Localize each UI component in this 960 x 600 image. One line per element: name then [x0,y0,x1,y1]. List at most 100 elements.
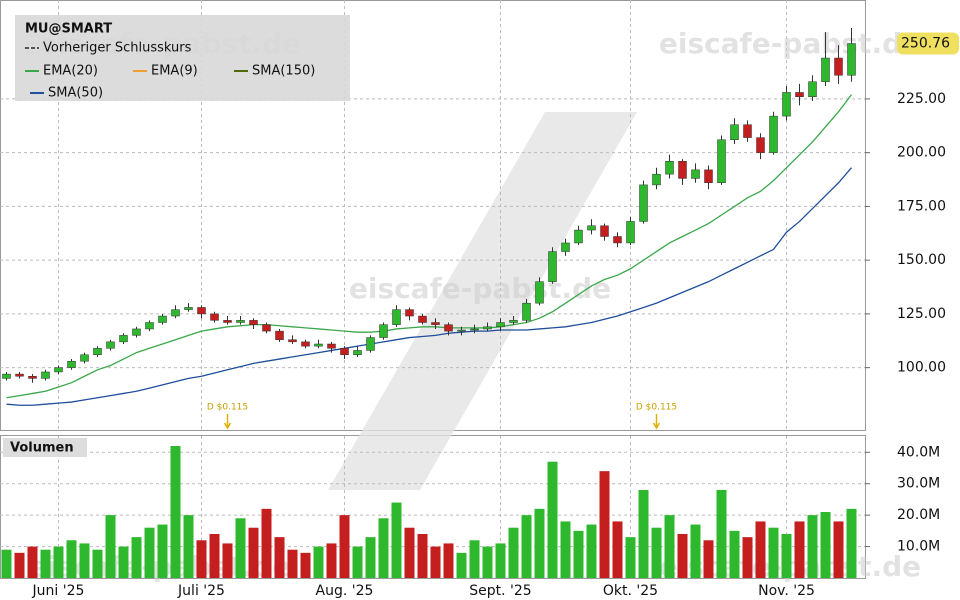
candle-body [665,161,674,175]
volume-bar [365,537,376,578]
legend-label: EMA(9) [151,64,198,79]
volume-bar [729,530,740,578]
volume-bar [560,521,571,578]
annotation: D $0.115 [636,403,677,413]
candle-body [2,373,11,379]
volume-bar [404,527,415,578]
y-tick-label: 10.0M [897,539,940,555]
volume-bar [105,515,116,578]
volume-bar [196,540,207,578]
candle-body [587,225,596,231]
volume-bar [690,524,701,578]
y-tick-label: 40.0M [897,444,940,460]
candle-body [548,251,557,282]
volume-title: Volumen [10,441,74,456]
y-tick-label: 20.0M [897,507,940,523]
volume-bar [157,524,168,578]
candle-body [535,281,544,304]
volume-bar [287,549,298,578]
x-tick-label: Okt. '25 [603,583,658,599]
volume-bar [664,515,675,578]
legend-label: SMA(50) [48,86,103,101]
y-tick-label: 100.00 [897,360,946,376]
volume-bar [469,540,480,578]
volume-bar [1,549,12,578]
volume-bar [274,537,285,578]
volume-bar [807,515,818,578]
volume-bar [742,537,753,578]
candle-body [626,221,635,244]
candle-body [15,373,24,377]
volume-bar [534,508,545,578]
volume-bar [456,552,467,578]
legend-label: Vorheriger Schlusskurs [43,41,192,56]
volume-bar [417,534,428,578]
volume-bar [482,546,493,578]
candle-body [457,329,466,332]
candle-body [496,322,505,328]
y-tick-label: 200.00 [897,145,946,161]
candle-body [730,124,739,140]
last-price: 250.76 [901,36,950,52]
volume-bar [521,515,532,578]
candle-body [184,307,193,310]
volume-bar [599,471,610,578]
candle-body [613,236,622,244]
candle-body [756,137,765,153]
volume-bar [391,502,402,578]
candle-body [353,350,362,356]
legend-label: EMA(20) [43,64,98,79]
volume-bar [92,549,103,578]
x-tick-label: Aug. '25 [316,583,374,599]
candle-body [392,309,401,325]
candle-body [171,309,180,317]
candle-body [639,184,648,222]
volume-bar [586,524,597,578]
candle-body [28,376,37,379]
volume-bar [79,543,90,578]
volume-bar [27,546,38,578]
volume-bar [248,527,259,578]
volume-bar [495,543,506,578]
annotation: D $0.115 [207,403,248,413]
candle-body [431,322,440,325]
candle-body [158,315,167,323]
candle-body [795,92,804,97]
line-series [6,167,852,406]
candle-body [769,115,778,153]
volume-bar [846,508,857,578]
candle-body [93,348,102,355]
volume-bar [300,552,311,578]
candle-body [275,330,284,340]
candle-body [379,324,388,338]
volume-bar [222,543,233,578]
volume-bar [183,515,194,578]
line-series [6,94,853,399]
candle-body [41,371,50,379]
candle-body [223,320,232,323]
watermark: eiscafe-pabst.de [659,27,921,60]
candle-body [600,225,609,237]
last-price-box [897,32,959,55]
candle-body [145,322,154,330]
candle-body [834,57,843,76]
volume-bar [235,518,246,578]
x-tick-label: Juli '25 [177,583,225,599]
volume-bar [209,534,220,578]
volume-bar [508,527,519,578]
candle-body [717,139,726,183]
candle-body [522,302,531,321]
candle-body [106,341,115,349]
x-tick-label: Sept. '25 [469,583,531,599]
volume-bar [703,540,714,578]
candle-body [288,339,297,343]
volume-bar [118,546,129,578]
volume-bar [14,552,25,578]
candle-body [132,328,141,336]
candle-body [236,320,245,323]
volume-bar [443,543,454,578]
candle-body [847,43,856,76]
volume-bar [131,537,142,578]
volume-bar [53,546,64,578]
